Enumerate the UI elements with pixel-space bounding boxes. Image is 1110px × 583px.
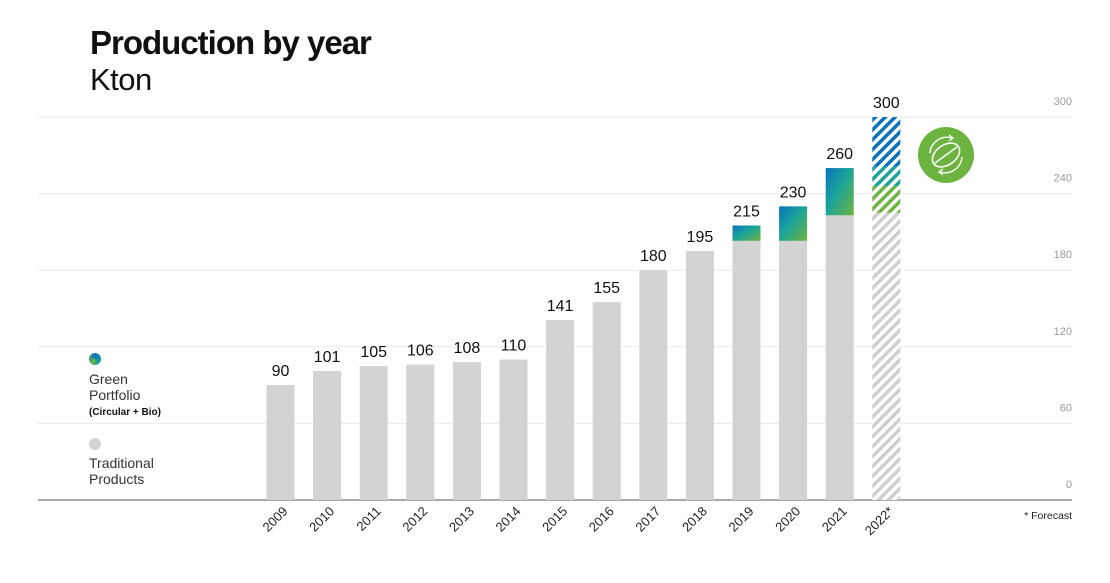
arrow-head-bottom-icon	[937, 168, 944, 176]
bar-traditional-2009	[266, 385, 295, 500]
bar-traditional-2017	[639, 270, 668, 500]
value-label-2020: 230	[780, 184, 807, 201]
y-tick-label-0: 0	[1066, 479, 1072, 491]
y-tick-label-300: 300	[1054, 96, 1072, 108]
circular-arrow-top-icon	[929, 136, 953, 154]
forecast-footnote: * Forecast	[1024, 510, 1072, 522]
y-tick-label-180: 180	[1054, 249, 1072, 261]
value-label-2010: 101	[314, 349, 341, 366]
x-tick-label-2011: 2011	[353, 504, 383, 534]
bar-traditional-2019	[732, 240, 761, 500]
x-tick-label-2021: 2021	[819, 504, 850, 535]
bar-traditional-2012	[406, 364, 435, 500]
value-label-2011: 105	[360, 344, 387, 361]
bar-traditional-2010	[313, 371, 342, 500]
legend-green-line1: Green	[89, 371, 128, 387]
chart-subtitle: Kton	[90, 62, 152, 97]
bar-traditional-2020	[779, 240, 808, 500]
bar-traditional-2016	[592, 302, 621, 500]
bar-traditional-2018	[685, 251, 714, 500]
x-tick-label-2012: 2012	[399, 504, 430, 535]
traditional-products-dot	[89, 438, 101, 450]
y-tick-label-60: 60	[1060, 402, 1072, 414]
circular-arrow-bottom-icon	[939, 156, 963, 174]
value-label-2017: 180	[640, 248, 667, 265]
x-tick-label-2010: 2010	[306, 504, 337, 535]
value-label-2016: 155	[593, 280, 620, 297]
y-tick-label-120: 120	[1054, 326, 1072, 338]
bar-traditional-2011	[359, 365, 388, 500]
x-tick-label-2013: 2013	[446, 504, 477, 535]
legend-traditional-line2: Products	[89, 471, 145, 487]
bar-green-2022*-blue	[872, 117, 901, 167]
value-label-2009: 90	[272, 363, 290, 380]
bar-green-2022*-teal	[872, 166, 901, 186]
bar-green-2022*-green	[872, 185, 901, 213]
x-axis-labels: 2009 2010 2011 2012 2013 2014 2015 2016 2017 2018…	[260, 504, 897, 539]
bar-green-2021	[825, 168, 854, 216]
value-label-2019: 215	[733, 204, 760, 221]
legend-green-portfolio: Green Portfolio (Circular + Bio)	[89, 371, 161, 421]
leaf-vein-icon	[934, 146, 958, 164]
x-tick-label-2016: 2016	[586, 504, 617, 535]
value-labels: 90 101 105 106 108 110 141 155 180 195 215 230 260 30…	[272, 95, 900, 380]
circular-bio-badge	[918, 127, 974, 183]
bar-traditional-2014	[499, 359, 528, 500]
legend-green-line2: Portfolio	[89, 387, 141, 403]
bar-green-2020	[779, 206, 808, 241]
value-label-2015: 141	[547, 298, 574, 315]
legend-traditional-products: Traditional Products	[89, 455, 154, 487]
x-tick-label-2019: 2019	[726, 504, 757, 535]
value-label-2012: 106	[407, 343, 434, 360]
value-label-2018: 195	[687, 229, 714, 246]
x-tick-label-2014: 2014	[493, 504, 524, 535]
bar-traditional-2015	[546, 319, 575, 500]
bar-traditional-2022*	[872, 212, 901, 500]
leaf-outline-icon	[931, 142, 961, 168]
value-label-2022*: 300	[873, 95, 900, 112]
x-tick-label-2020: 2020	[772, 504, 803, 535]
bars	[266, 117, 901, 500]
bar-traditional-2021	[825, 215, 854, 500]
bar-green-2019	[732, 225, 761, 241]
x-tick-label-2017: 2017	[632, 504, 663, 535]
y-axis-labels: 0 60 120 180 240 300	[1054, 96, 1072, 491]
value-label-2014: 110	[501, 338, 527, 355]
chart-title: Production by year	[90, 24, 372, 61]
x-tick-label-2018: 2018	[679, 504, 710, 535]
value-label-2021: 260	[826, 146, 853, 163]
legend-traditional-line1: Traditional	[89, 455, 154, 471]
x-tick-label-2009: 2009	[260, 504, 291, 535]
green-portfolio-dot	[89, 353, 101, 365]
bar-traditional-2013	[452, 362, 481, 500]
arrow-head-top-icon	[948, 134, 955, 142]
y-tick-label-240: 240	[1054, 173, 1072, 185]
x-tick-label-2022*: 2022*	[862, 504, 897, 539]
x-tick-label-2015: 2015	[539, 504, 570, 535]
value-label-2013: 108	[454, 340, 481, 357]
legend-green-note: (Circular + Bio)	[89, 407, 161, 418]
